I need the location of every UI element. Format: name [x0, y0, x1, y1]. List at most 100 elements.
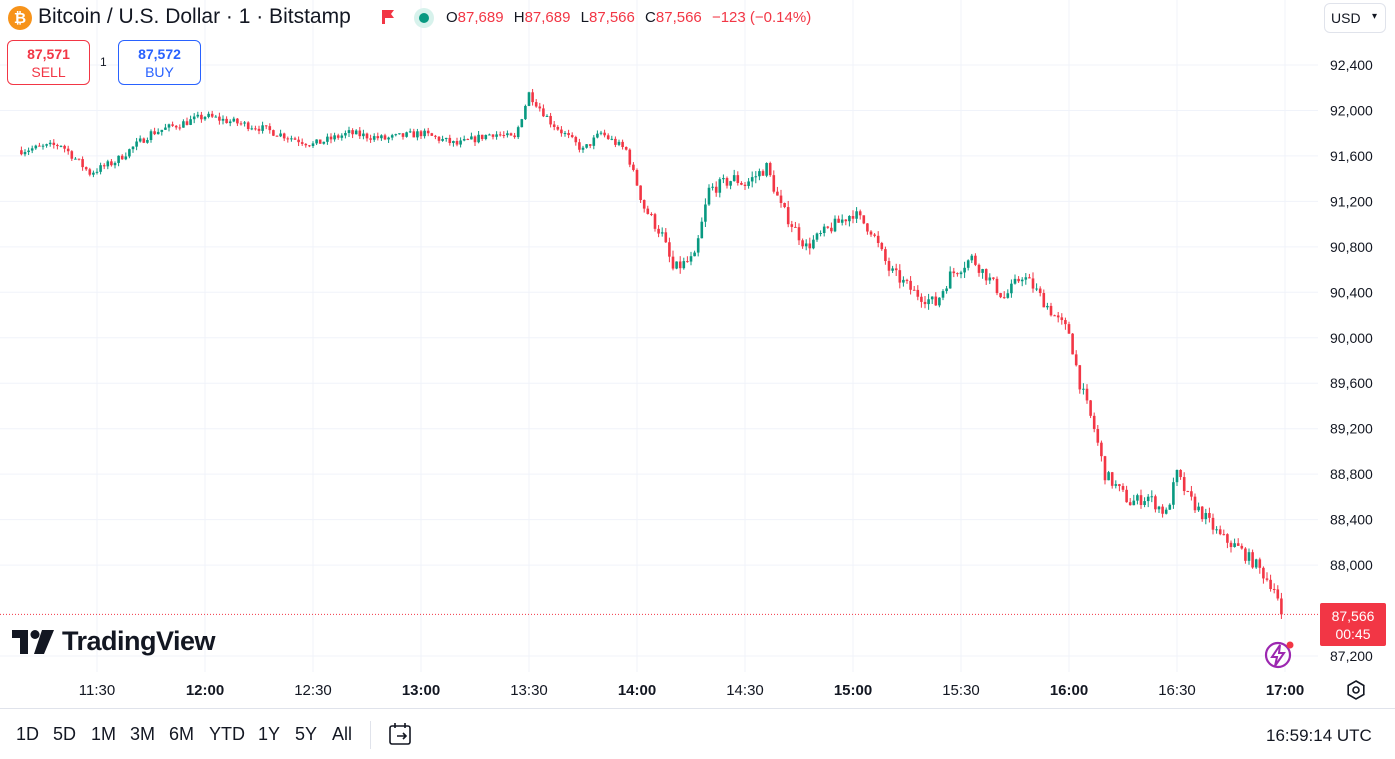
bitcoin-icon[interactable]: ₿	[8, 6, 32, 30]
range-5y-button[interactable]: 5Y	[295, 724, 318, 744]
bolt-icon[interactable]	[1260, 640, 1296, 670]
range-all-button[interactable]: All	[332, 724, 353, 744]
candle-body	[63, 145, 66, 149]
candle-body	[1244, 548, 1247, 561]
candle-body	[203, 116, 207, 120]
range-1m-button[interactable]: 1M	[91, 724, 117, 744]
candle-body	[56, 144, 59, 147]
candle-body	[581, 147, 585, 150]
candle-body	[808, 243, 812, 249]
x-tick-label: 16:00	[1050, 682, 1088, 699]
candle-body	[322, 141, 326, 144]
toolbar-divider	[370, 721, 371, 749]
candle-body	[1013, 278, 1017, 284]
range-6m-button[interactable]: 6M	[169, 724, 195, 744]
range-ytd-button[interactable]: YTD	[209, 724, 245, 744]
price-axis[interactable]: 92,400 92,000 91,600 91,200 90,800 90,400 90,0…	[1330, 57, 1373, 664]
settings-icon[interactable]	[1345, 679, 1367, 701]
candle-body	[207, 113, 210, 117]
candle-body	[59, 145, 63, 147]
candle-body	[826, 226, 830, 228]
candle-body	[45, 144, 48, 146]
range-3m-button[interactable]: 3M	[130, 724, 156, 744]
candle-body	[642, 200, 646, 209]
candle-body	[599, 132, 603, 134]
candle-body	[344, 133, 347, 136]
candle-body	[862, 215, 866, 224]
candle-body	[232, 118, 236, 122]
candle-body	[923, 301, 927, 305]
range-5d-button[interactable]: 5D	[53, 724, 77, 744]
goto-date-icon[interactable]	[388, 721, 414, 747]
candle-body	[984, 269, 988, 281]
currency-selector[interactable]: USD ▾	[1324, 3, 1386, 33]
candle-body	[250, 128, 254, 130]
candle-body	[696, 238, 700, 253]
candlestick-series[interactable]	[20, 88, 1283, 619]
candle-body	[1197, 506, 1200, 511]
candle-body	[441, 138, 444, 141]
candle-body	[776, 191, 779, 196]
time-axis[interactable]: 11:30 12:00 12:30 13:00 13:30 14:00 14:30 15:00…	[79, 682, 1304, 699]
sell-button[interactable]: 87,571 SELL	[7, 40, 90, 85]
candle-body	[927, 299, 930, 305]
flag-icon[interactable]	[380, 9, 396, 25]
candle-body	[675, 261, 678, 269]
candle-body	[81, 159, 84, 168]
candle-body	[221, 118, 225, 121]
quantity-value[interactable]: 1	[100, 55, 107, 69]
candle-body	[1265, 578, 1269, 580]
utc-clock[interactable]: 16:59:14 UTC	[1266, 726, 1372, 745]
candle-body	[531, 92, 534, 103]
candle-body	[95, 171, 99, 173]
y-tick-label: 89,200	[1330, 421, 1373, 437]
candle-body	[1240, 545, 1244, 549]
candle-body	[153, 131, 156, 135]
x-tick-label: 14:30	[726, 682, 764, 699]
candle-body	[387, 137, 390, 140]
candle-body	[1128, 502, 1132, 506]
candle-body	[23, 152, 27, 155]
candle-body	[1132, 500, 1136, 506]
candle-body	[549, 115, 552, 125]
high-value: 87,689	[524, 9, 571, 26]
candle-body	[394, 134, 398, 136]
range-1y-button[interactable]: 1Y	[258, 724, 281, 744]
candle-body	[956, 273, 959, 275]
candle-body	[714, 186, 718, 193]
candle-body	[27, 150, 30, 153]
price-chart[interactable]: 92,400 92,000 91,600 91,200 90,800 90,400 90,0…	[0, 0, 1395, 708]
candle-body	[945, 288, 948, 292]
candle-body	[1078, 365, 1082, 390]
candle-body	[869, 231, 873, 235]
candle-body	[318, 139, 322, 144]
candle-body	[506, 133, 509, 136]
candle-body	[959, 272, 963, 275]
candle-body	[1154, 496, 1157, 510]
candle-body	[1204, 513, 1208, 520]
candle-body	[938, 297, 941, 306]
candle-body	[632, 164, 635, 170]
buy-button[interactable]: 87,572 BUY	[118, 40, 201, 85]
symbol-title[interactable]: Bitcoin / U.S. Dollar · 1 · Bitstamp	[38, 5, 351, 28]
candle-body	[470, 136, 473, 140]
candle-body	[236, 118, 239, 124]
candle-body	[372, 136, 376, 140]
candle-body	[765, 163, 768, 176]
open-value: 87,689	[457, 9, 504, 26]
candle-body	[948, 271, 952, 289]
candle-body	[1042, 293, 1046, 308]
candle-body	[1110, 472, 1114, 486]
status-dot-icon[interactable]	[414, 8, 434, 28]
candle-body	[988, 277, 992, 281]
x-tick-label: 15:00	[834, 682, 872, 699]
candle-body	[1190, 491, 1193, 497]
x-tick-label: 13:00	[402, 682, 440, 699]
candle-body	[1218, 529, 1222, 535]
y-tick-label: 92,400	[1330, 57, 1373, 73]
candle-body	[1222, 534, 1226, 536]
range-1d-button[interactable]: 1D	[16, 724, 40, 744]
candle-body	[761, 171, 765, 176]
candle-body	[851, 215, 855, 219]
candle-body	[772, 175, 776, 192]
